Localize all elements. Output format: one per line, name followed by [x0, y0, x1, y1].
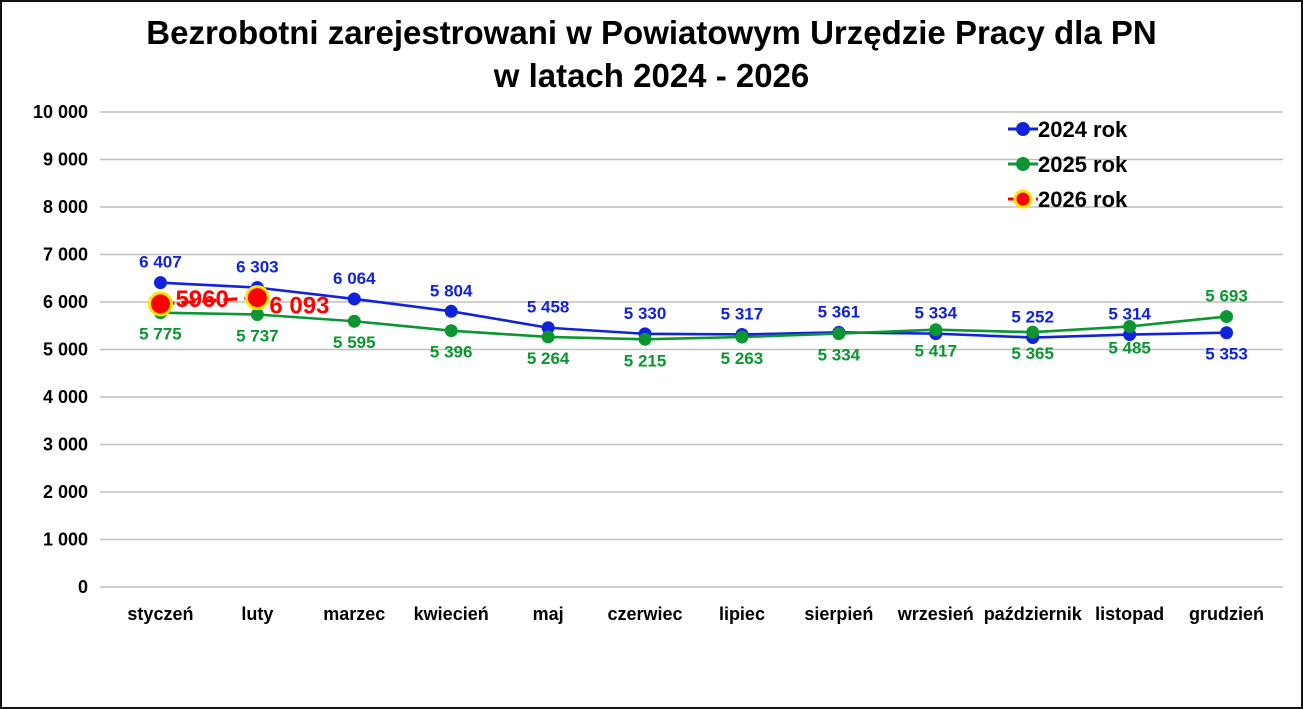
data-point-2025-rok [347, 314, 361, 328]
data-point-2025-rok [1123, 319, 1137, 333]
data-point-2025-rok [250, 307, 264, 321]
data-point-2024-rok [541, 321, 555, 335]
chart-title: Bezrobotni zarejestrowani w Powiatowym U… [2, 11, 1301, 97]
data-label: 5 334 [915, 304, 958, 323]
y-tick-label: 9 000 [43, 150, 88, 170]
chart-title-line1: Bezrobotni zarejestrowani w Powiatowym U… [146, 14, 1157, 51]
x-axis-label: marzec [323, 604, 385, 624]
data-point-2025-rok [541, 330, 555, 344]
data-label: 5 252 [1011, 308, 1054, 327]
data-label: 5 334 [818, 346, 861, 365]
data-label: 5 804 [430, 281, 473, 300]
data-label: 5 365 [1011, 344, 1054, 363]
data-label: 5 396 [430, 343, 473, 362]
data-label: 5 264 [527, 349, 570, 368]
data-label: 5 458 [527, 298, 570, 317]
data-label: 5 353 [1205, 345, 1248, 364]
data-point-2025-rok [929, 323, 943, 337]
data-label: 5 317 [721, 304, 764, 323]
data-point-2024-rok [444, 304, 458, 318]
data-label: 5 775 [139, 325, 182, 344]
data-label: 5 737 [236, 326, 279, 345]
x-axis-label: czerwiec [608, 604, 683, 624]
data-point-2025-rok [1220, 310, 1234, 324]
y-tick-label: 4 000 [43, 387, 88, 407]
legend-item-2024-rok: 2024 rok [1038, 117, 1128, 142]
data-label: 5 595 [333, 333, 376, 352]
legend-marker [1016, 157, 1030, 171]
x-axis-label: maj [533, 604, 564, 624]
legend-item-2025-rok: 2025 rok [1038, 152, 1128, 177]
data-label: 5 330 [624, 304, 667, 323]
data-point-2025-rok [832, 327, 846, 341]
y-tick-label: 3 000 [43, 435, 88, 455]
data-label: 5 485 [1108, 338, 1151, 357]
data-point-2025-rok [638, 332, 652, 346]
y-tick-label: 5 000 [43, 340, 88, 360]
data-label: 6 303 [236, 258, 279, 277]
data-point-2024-rok [347, 292, 361, 306]
data-point-2025-rok [444, 324, 458, 338]
y-tick-label: 7 000 [43, 245, 88, 265]
data-point-2026-rok [244, 285, 270, 311]
x-axis-label: październik [984, 604, 1083, 624]
data-label: 5 314 [1108, 305, 1151, 324]
series-line-2025-rok [160, 311, 1227, 341]
data-label: 5 417 [915, 342, 958, 361]
y-tick-label: 2 000 [43, 482, 88, 502]
y-tick-label: 0 [78, 577, 88, 597]
data-label: 5 361 [818, 302, 861, 321]
data-label: 6 064 [333, 269, 376, 288]
data-label: 6 093 [269, 293, 329, 320]
y-tick-label: 1 000 [43, 530, 88, 550]
x-axis-label: luty [241, 604, 273, 624]
legend-marker [1016, 122, 1030, 136]
data-label: 5 693 [1205, 287, 1248, 306]
data-label: 5 215 [624, 351, 667, 370]
data-point-2026-rok [147, 291, 173, 317]
x-axis-label: kwiecień [414, 604, 489, 624]
x-axis-label: lipiec [719, 604, 765, 624]
legend-marker [1013, 189, 1033, 209]
series-line-2026-rok [160, 295, 258, 306]
data-label: 6 407 [139, 253, 182, 272]
y-tick-label: 6 000 [43, 292, 88, 312]
x-axis-label: styczeń [127, 604, 193, 624]
y-tick-label: 8 000 [43, 197, 88, 217]
chart-title-line2: w latach 2024 - 2026 [493, 57, 810, 94]
data-point-2024-rok [1220, 326, 1234, 340]
x-axis-label: grudzień [1189, 604, 1264, 624]
data-label: 5 263 [721, 349, 764, 368]
x-axis-label: listopad [1095, 604, 1164, 624]
data-point-2024-rok [153, 276, 167, 290]
data-point-2025-rok [1026, 325, 1040, 339]
series-line-2024-rok [160, 281, 1227, 339]
x-axis-label: wrzesień [897, 604, 974, 624]
y-tick-label: 10 000 [33, 102, 88, 122]
legend-item-2026-rok: 2026 rok [1038, 187, 1128, 212]
x-axis-label: sierpień [804, 604, 873, 624]
data-point-2025-rok [735, 330, 749, 344]
data-label: 5960 [175, 286, 228, 313]
